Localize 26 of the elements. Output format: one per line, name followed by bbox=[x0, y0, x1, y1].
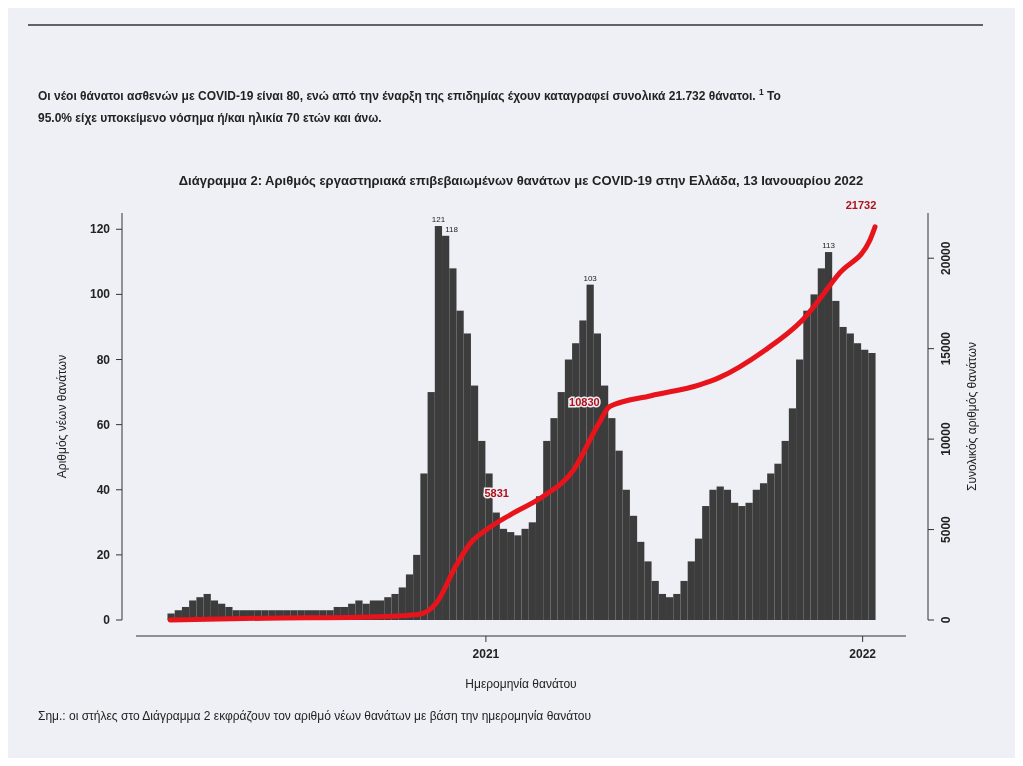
y-tick-label: 80 bbox=[96, 352, 111, 367]
chart-title: Διάγραμμα 2: Αριθμός εργαστηριακά επιβεβαιωμένων θανάτων με COVID-19 στην Ελλάδα, 13 Ιανουαρίου 2022 bbox=[178, 173, 864, 188]
text: Οι νέοι θάνατοι ασθενών με COVID-19 είναι 80, ενώ από την έναρξη της επιδημίας έχουν καταγραφεί συνολικά 21.732 θάνατοι. $^{1}$ Το 95.0% είχε υποκείμενο νόσημα ή/και ηλικία 70 ετών και άνω. bbox=[38, 87, 781, 125]
y-tick-label: 120 bbox=[89, 222, 111, 237]
data-label: 10830 bbox=[569, 396, 600, 409]
data-label: 21732 bbox=[845, 198, 877, 211]
y2-tick-label: 20000 bbox=[939, 241, 953, 275]
data-label: 103 bbox=[583, 273, 598, 283]
y2-tick-label: 5000 bbox=[939, 515, 953, 543]
y-tick-label: 100 bbox=[89, 287, 111, 302]
y2-tick-label: 15000 bbox=[939, 331, 953, 366]
x-tick-label: 2021 bbox=[472, 647, 500, 661]
y-tick-label: 20 bbox=[96, 547, 111, 562]
y2-axis-title: Συνολικός αριθμός θανάτων bbox=[965, 341, 979, 492]
x-tick-label: 2022 bbox=[849, 647, 877, 661]
x-axis-title: Ημερομηνία θανάτου bbox=[465, 677, 577, 691]
y-tick-label: 0 bbox=[103, 613, 111, 627]
y-tick-label: 40 bbox=[96, 482, 111, 497]
y2-tick-label: 0 bbox=[939, 616, 953, 624]
y-tick-label: 60 bbox=[96, 417, 111, 432]
data-label: 113 bbox=[822, 241, 836, 251]
text: Σημ.: οι στήλες στο Διάγραμμα 2 εκφράζουν τον αριθμό νέων θανάτων με βάση την ημερομηνία θανάτου bbox=[38, 709, 591, 723]
y2-tick-label: 10000 bbox=[939, 422, 953, 456]
data-label: 121 bbox=[431, 215, 446, 225]
data-label: 118 bbox=[445, 224, 459, 234]
y-axis-title: Αριθμός νέων θανάτων bbox=[55, 354, 69, 479]
